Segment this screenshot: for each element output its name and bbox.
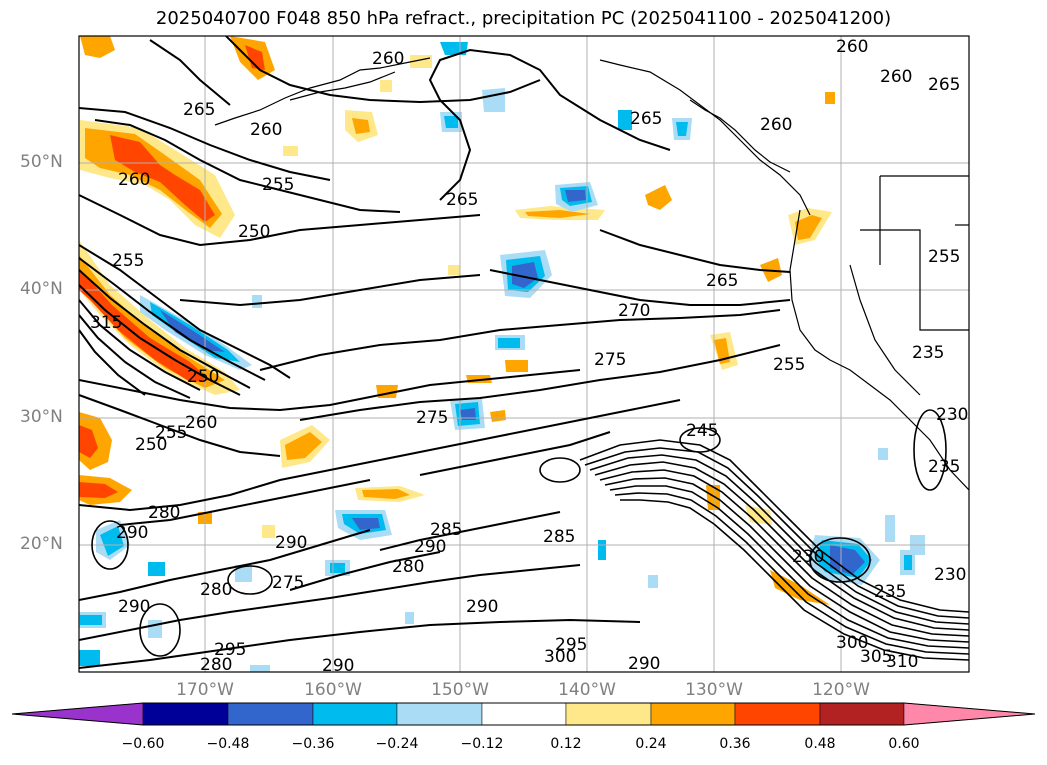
contour-label: 290 bbox=[322, 656, 354, 676]
small-closed-contours bbox=[91, 409, 947, 657]
contour-label: 230 bbox=[934, 565, 966, 585]
contour-label: 230 bbox=[936, 405, 968, 425]
coastlines bbox=[214, 57, 969, 491]
contour-label: 235 bbox=[912, 343, 944, 363]
colorbar-tick-label: −0.24 bbox=[375, 736, 419, 752]
colorbar-bin bbox=[565, 702, 652, 726]
contour-label: 295 bbox=[214, 640, 246, 660]
contour-label: 245 bbox=[686, 421, 718, 441]
colorbar-bin bbox=[819, 702, 905, 726]
contour-label: 260 bbox=[250, 120, 282, 140]
contour-label: 255 bbox=[112, 251, 144, 271]
contour-label: 290 bbox=[414, 537, 446, 557]
contour-label: 250 bbox=[187, 367, 219, 387]
colorbar-tick-label: −0.12 bbox=[460, 736, 504, 752]
colorbar-tick-label: 0.60 bbox=[888, 736, 920, 752]
contour-label: 265 bbox=[706, 271, 738, 291]
contour-label: 250 bbox=[238, 222, 270, 242]
contour-label: 315 bbox=[90, 313, 122, 333]
dense-contour-band bbox=[579, 439, 969, 661]
contour-label: 260 bbox=[185, 413, 217, 433]
lat-label: 30°N bbox=[20, 407, 63, 427]
colorbar-bin bbox=[650, 702, 736, 726]
contour-label: 260 bbox=[118, 170, 150, 190]
lon-label: 150°W bbox=[431, 680, 489, 700]
colorbar-tick-label: −0.60 bbox=[121, 736, 165, 752]
lat-label: 50°N bbox=[20, 152, 63, 172]
lon-label: 140°W bbox=[558, 680, 616, 700]
contour-label: 265 bbox=[446, 190, 478, 210]
contour-label: 310 bbox=[886, 652, 918, 672]
contour-label: 235 bbox=[874, 582, 906, 602]
colorbar-tick-label: 0.12 bbox=[550, 736, 582, 752]
colorbar-bin bbox=[734, 702, 821, 726]
contour-label: 265 bbox=[630, 109, 662, 129]
contour-label: 280 bbox=[148, 503, 180, 523]
colorbar-bin bbox=[396, 702, 483, 726]
contour-label: 260 bbox=[836, 37, 868, 57]
precip-positive-shading bbox=[79, 36, 835, 605]
lon-label: 160°W bbox=[304, 680, 362, 700]
contour-label: 270 bbox=[618, 301, 650, 321]
lon-label: 130°W bbox=[685, 680, 743, 700]
contour-label: 280 bbox=[200, 655, 232, 675]
contour-label: 305 bbox=[860, 647, 892, 667]
contour-label: 285 bbox=[430, 520, 462, 540]
contour-label: 265 bbox=[928, 75, 960, 95]
colorbar-tick-label: 0.24 bbox=[635, 736, 667, 752]
colorbar-bin bbox=[312, 702, 398, 726]
contour-label: 255 bbox=[155, 423, 187, 443]
lon-label: 120°W bbox=[812, 680, 870, 700]
map-title: 2025040700 F048 850 hPa refract., precip… bbox=[155, 8, 892, 29]
colorbar-bin bbox=[142, 702, 229, 726]
lat-label: 40°N bbox=[20, 279, 63, 299]
contour-label: 275 bbox=[272, 573, 304, 593]
contour-label: 255 bbox=[773, 355, 805, 375]
contour-label: 255 bbox=[262, 175, 294, 195]
refractivity-contours bbox=[79, 36, 791, 669]
colorbar-right-extension bbox=[903, 702, 1036, 726]
contour-label: 290 bbox=[118, 597, 150, 617]
contour-label: 290 bbox=[275, 533, 307, 553]
contour-label: 250 bbox=[135, 435, 167, 455]
colorbar-tick-label: −0.36 bbox=[291, 736, 335, 752]
contour-label: 275 bbox=[594, 350, 626, 370]
contour-label: 260 bbox=[372, 49, 404, 69]
colorbar bbox=[11, 702, 1036, 726]
colorbar-tick-label: 0.48 bbox=[804, 736, 836, 752]
contour-label: 295 bbox=[555, 635, 587, 655]
contour-label: 230 bbox=[792, 547, 824, 567]
colorbar-bin bbox=[481, 702, 567, 726]
colorbar-bin bbox=[227, 702, 314, 726]
contour-label: 260 bbox=[760, 115, 792, 135]
contour-label: 235 bbox=[928, 457, 960, 477]
contour-label: 300 bbox=[544, 647, 576, 667]
colorbar-left-extension bbox=[11, 702, 144, 726]
map-frame bbox=[78, 35, 970, 673]
contour-label: 265 bbox=[183, 100, 215, 120]
contour-label: 290 bbox=[116, 523, 148, 543]
lon-label: 170°W bbox=[176, 680, 234, 700]
contour-label: 255 bbox=[928, 247, 960, 267]
contour-label: 280 bbox=[200, 580, 232, 600]
contour-labels: 260 260 260 260 260 260 260 265 265 265 … bbox=[90, 37, 968, 676]
contour-label: 280 bbox=[392, 557, 424, 577]
lat-label: 20°N bbox=[20, 534, 63, 554]
colorbar-tick-label: 0.36 bbox=[719, 736, 751, 752]
contour-label: 290 bbox=[628, 654, 660, 674]
contour-label: 285 bbox=[543, 527, 575, 547]
precip-negative-shading bbox=[79, 42, 925, 672]
contour-label: 300 bbox=[836, 633, 868, 653]
colorbar-tick-label: −0.48 bbox=[206, 736, 250, 752]
contour-label: 275 bbox=[416, 408, 448, 428]
contour-label: 260 bbox=[880, 67, 912, 87]
contour-label: 290 bbox=[466, 597, 498, 617]
